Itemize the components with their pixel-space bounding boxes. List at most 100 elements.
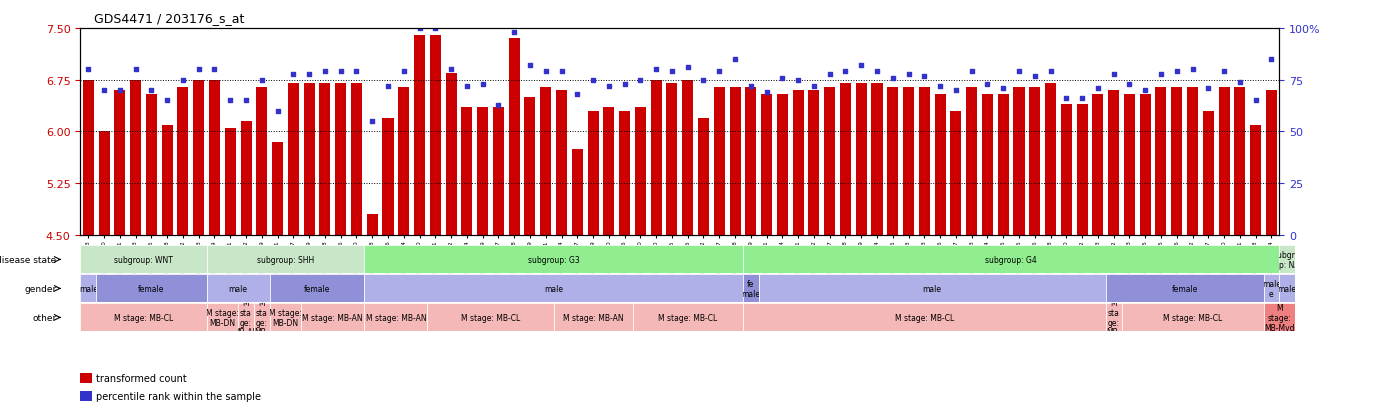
Point — [644, 67, 667, 74]
Bar — [919, 88, 930, 235]
Text: M stage: MB-CL: M stage: MB-CL — [658, 313, 718, 322]
Point — [330, 69, 352, 76]
Text: percentile rank within the sample: percentile rank within the sample — [96, 392, 261, 401]
Bar — [1265, 91, 1277, 235]
Text: M stage: MB-CL: M stage: MB-CL — [114, 313, 173, 322]
Bar — [319, 84, 330, 235]
Point — [1071, 96, 1094, 102]
Bar — [776, 94, 787, 235]
Point — [187, 67, 209, 74]
Bar — [588, 112, 599, 235]
Text: M stage: MB-AN: M stage: MB-AN — [302, 313, 363, 322]
Bar — [1092, 94, 1103, 235]
Point — [1229, 79, 1252, 86]
Bar — [729, 88, 740, 235]
Bar — [872, 84, 883, 235]
Bar — [367, 215, 378, 235]
Bar — [162, 125, 173, 235]
Bar — [1171, 88, 1182, 235]
Text: subgroup: G4: subgroup: G4 — [985, 255, 1037, 264]
Bar — [193, 81, 204, 235]
Point — [1055, 96, 1077, 102]
Bar — [887, 88, 898, 235]
Point — [1102, 71, 1124, 78]
Text: M stage: MB-CL: M stage: MB-CL — [462, 313, 520, 322]
Bar — [1109, 91, 1119, 235]
Point — [1213, 69, 1235, 76]
Bar — [524, 98, 535, 235]
Point — [345, 69, 367, 76]
Point — [535, 69, 557, 76]
Point — [1024, 73, 1046, 80]
Bar — [650, 81, 661, 235]
Text: other: other — [32, 313, 57, 322]
Bar — [383, 119, 394, 235]
Bar — [98, 132, 109, 235]
Bar — [934, 94, 945, 235]
Point — [439, 67, 462, 74]
Text: M
sta
ge:
MB-: M sta ge: MB- — [1106, 299, 1121, 337]
Point — [755, 90, 778, 96]
Text: M stage: MB-CL: M stage: MB-CL — [895, 313, 954, 322]
Text: male: male — [229, 284, 248, 293]
Bar — [620, 112, 631, 235]
Point — [550, 69, 572, 76]
Bar — [1235, 88, 1246, 235]
Text: female: female — [1171, 284, 1198, 293]
Bar — [1124, 94, 1135, 235]
Text: male: male — [79, 284, 98, 293]
Bar — [966, 88, 977, 235]
Text: male
e: male e — [1261, 279, 1281, 298]
Text: M stage:
MB-DN: M stage: MB-DN — [207, 308, 238, 327]
Point — [409, 26, 431, 32]
Bar — [981, 94, 992, 235]
Point — [488, 102, 510, 109]
Bar — [1250, 125, 1261, 235]
Point — [251, 77, 273, 84]
Bar — [1060, 104, 1071, 235]
Bar — [541, 88, 552, 235]
Point — [866, 69, 888, 76]
Bar — [1045, 84, 1056, 235]
Bar — [146, 94, 157, 235]
Point — [693, 77, 715, 84]
Point — [1008, 69, 1030, 76]
Point — [108, 88, 130, 94]
Bar — [1013, 88, 1024, 235]
Point — [629, 77, 651, 84]
Point — [976, 81, 998, 88]
Text: M
stage:
MB-Myd: M stage: MB-Myd — [1264, 304, 1295, 332]
Text: fe
male: fe male — [742, 279, 761, 298]
Bar — [1203, 112, 1214, 235]
Point — [708, 69, 730, 76]
Bar — [241, 122, 251, 235]
Point — [456, 83, 478, 90]
Point — [266, 108, 288, 115]
Point — [582, 77, 604, 84]
Point — [377, 83, 399, 90]
Point — [283, 71, 305, 78]
Bar — [699, 119, 710, 235]
Bar — [556, 91, 567, 235]
Bar — [177, 88, 188, 235]
Point — [898, 71, 920, 78]
Bar — [855, 84, 866, 235]
Text: female: female — [139, 284, 165, 293]
Point — [1181, 67, 1203, 74]
Point — [1198, 85, 1220, 92]
Bar — [130, 81, 141, 235]
Bar — [272, 142, 283, 235]
Point — [1040, 69, 1062, 76]
Point — [219, 98, 241, 104]
Point — [802, 83, 825, 90]
Bar — [398, 88, 409, 235]
Point — [362, 119, 384, 125]
Text: subgro
up: NA: subgro up: NA — [1274, 250, 1300, 269]
Bar — [1030, 88, 1041, 235]
Point — [597, 83, 620, 90]
Point — [298, 71, 320, 78]
Text: subgroup: G3: subgroup: G3 — [528, 255, 579, 264]
Text: disease state: disease state — [0, 255, 57, 264]
Text: transformed count: transformed count — [96, 373, 187, 383]
Point — [1166, 69, 1188, 76]
